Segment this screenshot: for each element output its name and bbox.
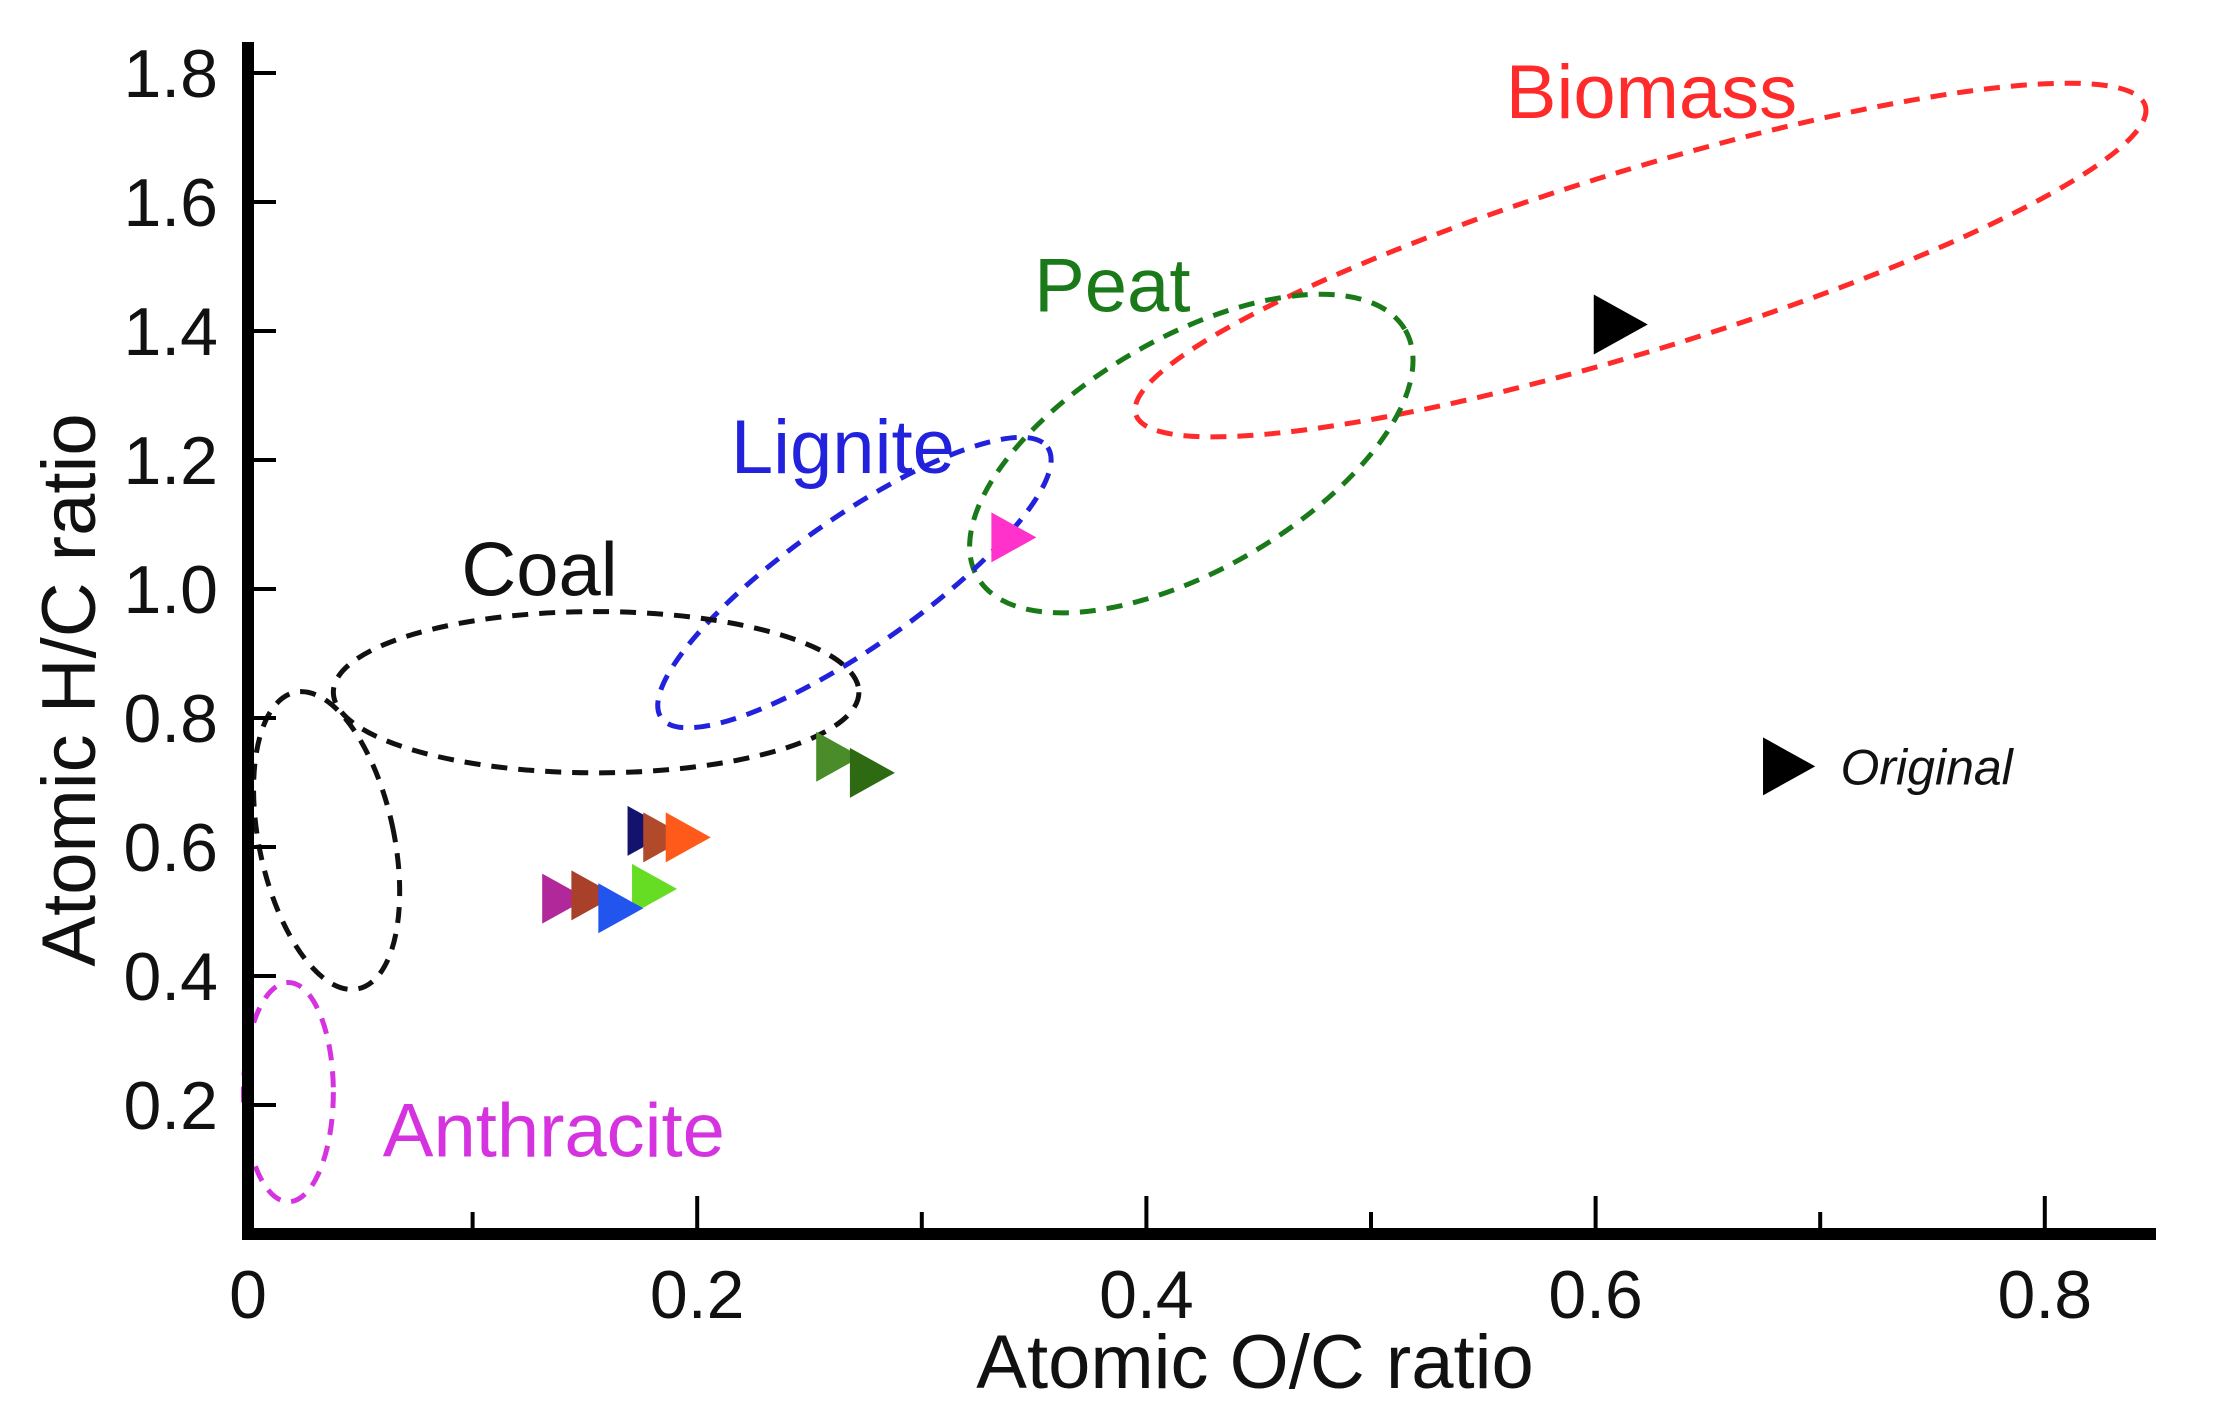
data-marker: [849, 747, 895, 798]
peat-region-ellipse: [967, 291, 1416, 616]
x-tick-label: 0.2: [650, 1257, 745, 1333]
y-tick-label: 1.8: [123, 36, 218, 112]
y-tick-label: 1.4: [123, 294, 218, 370]
data-marker: [991, 512, 1037, 563]
legend: Original: [1763, 737, 2015, 796]
data-marker: [816, 731, 862, 782]
axes: [242, 42, 2156, 1240]
anthracite-region-ellipse: [241, 979, 336, 1205]
y-tick-label: 0.4: [123, 939, 218, 1015]
legend-marker: [1763, 737, 1816, 796]
biomass-region-ellipse: [1132, 80, 2149, 440]
original-marker: [1593, 294, 1648, 355]
region-ellipses: [241, 80, 2149, 1205]
data-marker: [571, 870, 617, 921]
coal-lower-region-ellipse: [251, 689, 403, 992]
y-axis-title: Atomic H/C ratio: [27, 413, 112, 966]
peat-region-label: Peat: [1034, 244, 1190, 329]
y-tick-label: 1.0: [123, 552, 218, 628]
data-marker: [598, 883, 644, 934]
x-tick-label: 0.4: [1099, 1257, 1194, 1333]
data-marker: [632, 863, 678, 914]
tick-labels: 0.2 0.4 0.6 0.8 1.0 1.2 1.4 1.6 1.8 0 0.2 0.4 0.6 0.8: [123, 36, 2092, 1333]
lignite-region-label: Lignite: [731, 405, 955, 490]
y-tick-label: 1.6: [123, 165, 218, 241]
x-tick-label: 0.8: [1998, 1257, 2093, 1333]
data-markers: [542, 294, 1648, 934]
x-tick-label: 0.6: [1548, 1257, 1643, 1333]
lignite-region-ellipse: [655, 434, 1054, 731]
y-tick-label: 0.8: [123, 681, 218, 757]
coal-region-label: Coal: [461, 527, 617, 612]
coal-region-ellipse: [330, 609, 862, 776]
data-marker: [665, 812, 711, 863]
region-labels: Biomass Peat Lignite Coal Anthracite: [383, 50, 1797, 1173]
legend-label: Original: [1841, 739, 2015, 795]
y-tick-label: 0.6: [123, 810, 218, 886]
y-tick-label: 1.2: [123, 423, 218, 499]
biomass-region-label: Biomass: [1506, 50, 1797, 135]
x-axis-title: Atomic O/C ratio: [976, 1320, 1533, 1405]
y-tick-label: 0.2: [123, 1068, 218, 1144]
anthracite-region-label: Anthracite: [383, 1089, 725, 1174]
x-tick-label: 0: [229, 1257, 267, 1333]
data-marker: [542, 873, 588, 924]
